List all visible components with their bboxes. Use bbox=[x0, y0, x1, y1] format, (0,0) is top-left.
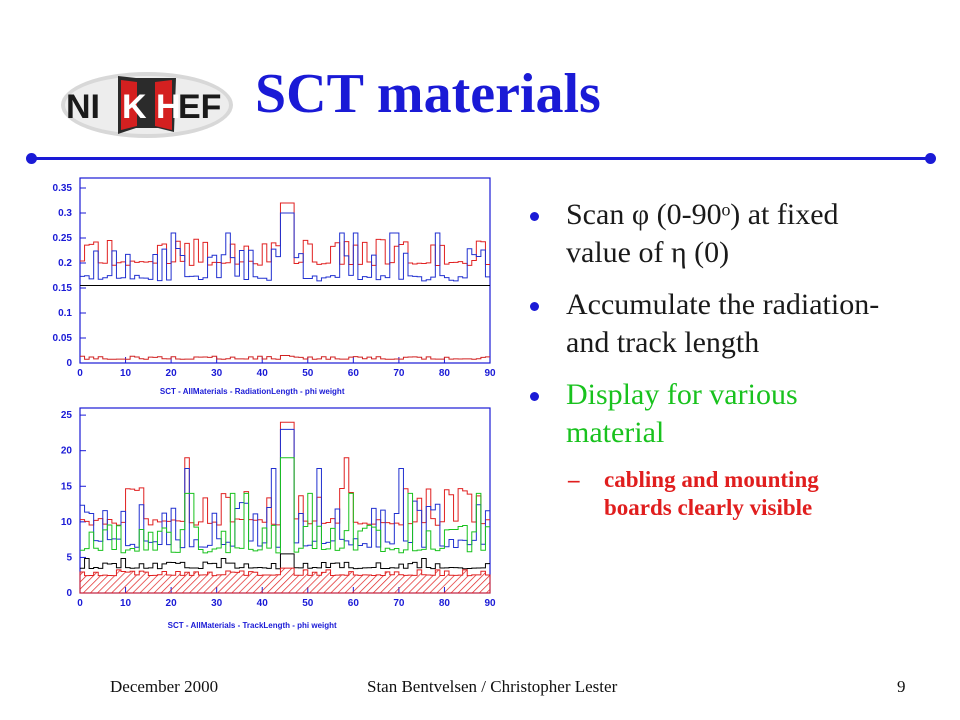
x-axis-label: SCT - AllMaterials - RadiationLength - p… bbox=[160, 387, 345, 396]
logo-text-k: K bbox=[122, 88, 147, 126]
footer-page-number: 9 bbox=[897, 677, 906, 696]
bullet-text: Scan φ (0-90ᵒ) at fixed value of η (0) bbox=[566, 198, 839, 269]
bullet-item: Accumulate the radiation- and track leng… bbox=[528, 286, 888, 362]
divider-end-dot-left bbox=[26, 153, 37, 164]
bullet-text: Display for various material bbox=[566, 378, 798, 449]
step-line-series bbox=[80, 355, 490, 360]
nikhef-logo: NI K H EF bbox=[61, 72, 233, 138]
x-tick-label: 90 bbox=[484, 598, 496, 609]
plot-frame bbox=[79, 407, 491, 594]
x-tick-label: 80 bbox=[439, 368, 451, 379]
y-tick-label: 0.35 bbox=[53, 183, 73, 194]
bullet-text: Accumulate the radiation- and track leng… bbox=[566, 288, 880, 359]
x-tick-label: 0 bbox=[77, 368, 83, 379]
step-line-series bbox=[80, 202, 490, 266]
bullet-item: Display for various material bbox=[528, 376, 888, 452]
step-line-series bbox=[80, 212, 490, 282]
bullet-dot-icon bbox=[530, 302, 539, 311]
bullet-item: Scan φ (0-90ᵒ) at fixed value of η (0) bbox=[528, 196, 888, 272]
sub-bullet-dash: – bbox=[568, 467, 580, 492]
sub-bullet-text: cabling and mounting boards clearly visi… bbox=[604, 467, 819, 520]
x-tick-label: 60 bbox=[348, 368, 360, 379]
slide-title: SCT materials bbox=[255, 63, 601, 125]
footer-date: December 2000 bbox=[110, 677, 219, 696]
x-tick-label: 80 bbox=[439, 598, 451, 609]
logo-text-h: H bbox=[156, 88, 181, 126]
y-tick-label: 0.1 bbox=[58, 308, 72, 319]
y-tick-label: 0.2 bbox=[58, 258, 72, 269]
x-tick-label: 30 bbox=[211, 368, 223, 379]
y-tick-label: 0.25 bbox=[53, 233, 73, 244]
x-tick-label: 60 bbox=[348, 598, 360, 609]
y-tick-label: 0 bbox=[66, 358, 72, 369]
logo-text-ef: EF bbox=[178, 88, 221, 126]
y-tick-label: 15 bbox=[61, 481, 73, 492]
x-axis-label: SCT - AllMaterials - TrackLength - phi w… bbox=[168, 621, 337, 630]
y-tick-label: 20 bbox=[61, 446, 73, 457]
material-scan-plots: 0 10 20 30 40 50 60 70 80 9000.050.10.150.20.250.… bbox=[53, 177, 496, 630]
x-tick-label: 50 bbox=[302, 598, 314, 609]
y-tick-label: 0.15 bbox=[53, 283, 73, 294]
y-tick-label: 10 bbox=[61, 517, 73, 528]
x-tick-label: 90 bbox=[484, 368, 496, 379]
y-tick-label: 5 bbox=[66, 552, 72, 563]
footer-authors: Stan Bentvelsen / Christopher Lester bbox=[367, 677, 618, 696]
x-tick-label: 70 bbox=[393, 368, 405, 379]
x-tick-label: 50 bbox=[302, 368, 314, 379]
x-tick-label: 40 bbox=[257, 598, 269, 609]
bullet-list: Scan φ (0-90ᵒ) at fixed value of η (0) A… bbox=[528, 196, 888, 522]
x-tick-label: 0 bbox=[77, 598, 83, 609]
divider-end-dot-right bbox=[925, 153, 936, 164]
x-tick-label: 20 bbox=[166, 368, 178, 379]
x-tick-label: 10 bbox=[120, 368, 132, 379]
bullet-dot-icon bbox=[530, 392, 539, 401]
x-tick-label: 30 bbox=[211, 598, 223, 609]
x-tick-label: 10 bbox=[120, 598, 132, 609]
y-tick-label: 0 bbox=[66, 588, 72, 599]
logo-text-ni: NI bbox=[66, 88, 100, 126]
y-tick-label: 0.05 bbox=[53, 333, 73, 344]
x-tick-label: 20 bbox=[166, 598, 178, 609]
x-tick-label: 70 bbox=[393, 598, 405, 609]
hatched-area-series bbox=[79, 567, 491, 594]
y-tick-label: 25 bbox=[61, 410, 73, 421]
plot-frame bbox=[79, 177, 491, 364]
x-tick-label: 40 bbox=[257, 368, 269, 379]
y-tick-label: 0.3 bbox=[58, 208, 72, 219]
step-line-series bbox=[80, 457, 490, 554]
bullet-dot-icon bbox=[530, 212, 539, 221]
sub-bullet-item: – cabling and mounting boards clearly vi… bbox=[528, 466, 888, 522]
step-line-series bbox=[80, 553, 490, 570]
title-divider bbox=[30, 157, 932, 160]
